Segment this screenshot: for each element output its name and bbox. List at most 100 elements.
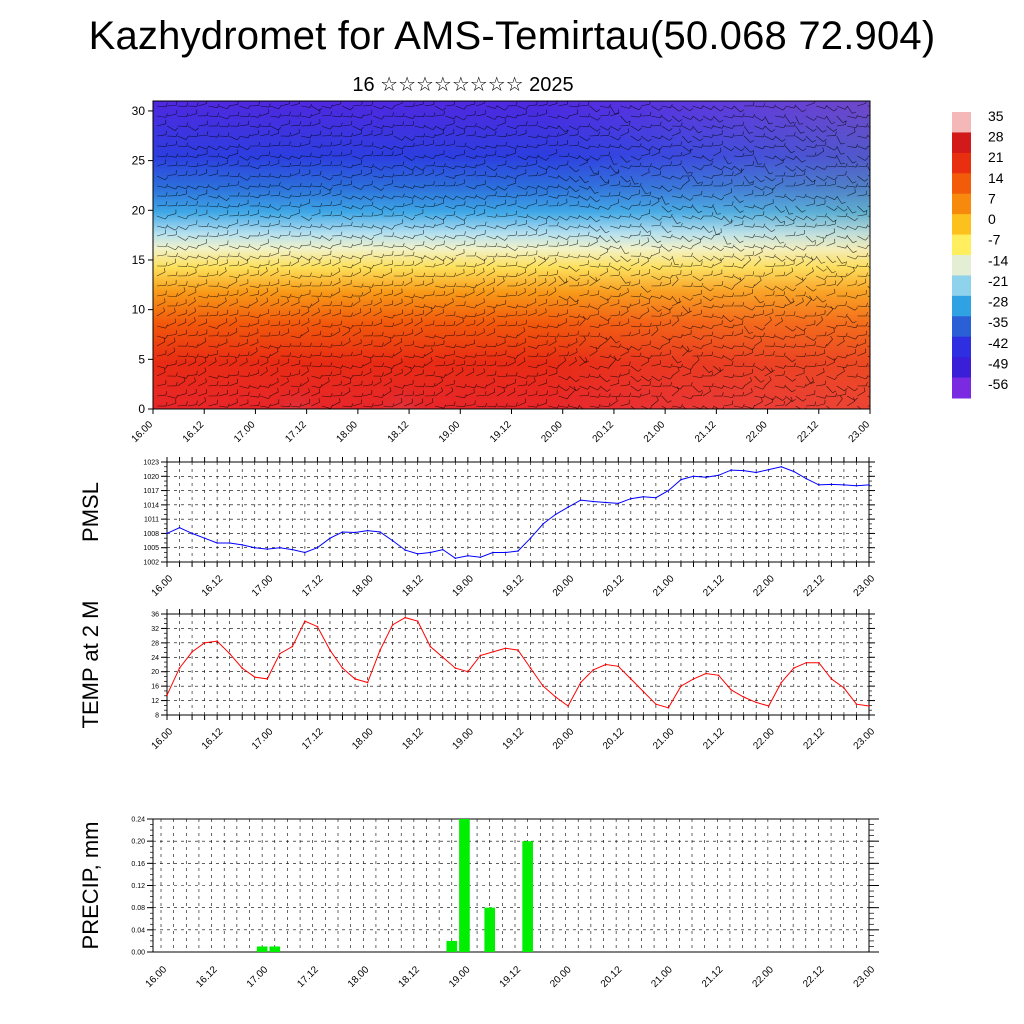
wind-barb [785, 105, 795, 109]
wind-barb-feather [783, 384, 786, 389]
wind-barb-feather [792, 258, 796, 262]
wind-barb [857, 265, 867, 268]
wind-barb-feather [217, 391, 219, 396]
wind-barb-feather [832, 271, 836, 274]
wind-barb-feather [495, 213, 498, 218]
wind-barb [156, 365, 166, 369]
wind-barb-feather [443, 303, 446, 308]
pmsl-point [780, 465, 783, 468]
wind-barb [414, 295, 424, 299]
wind-barb [743, 345, 753, 351]
wind-barb-feather [543, 257, 546, 262]
wind-barb [270, 155, 280, 159]
pmsl-point [868, 484, 870, 486]
wind-barb [373, 232, 382, 237]
wind-barb [640, 311, 649, 317]
wind-barb-feather [165, 364, 168, 369]
wind-barb-feather [320, 384, 323, 388]
wind-barb [713, 215, 722, 220]
wind-barb-feather [824, 276, 828, 280]
wind-barb [836, 245, 846, 249]
wind-barb [723, 295, 733, 297]
wind-barb [517, 265, 527, 269]
wind-barb [167, 295, 177, 298]
wind-barb [599, 265, 609, 267]
wind-barb-feather [730, 319, 734, 322]
wind-barb-feather [649, 231, 652, 236]
wind-barb-feather [577, 281, 580, 286]
wind-barb-feather [299, 334, 302, 339]
wind-barb-feather [732, 331, 734, 336]
wind-barb-feather [587, 385, 591, 390]
wind-barb [301, 330, 309, 337]
wind-barb-feather [534, 277, 537, 283]
wind-barb [774, 105, 784, 111]
wind-barb [620, 145, 629, 151]
wind-barb [229, 345, 239, 347]
wind-barb [857, 102, 867, 107]
wind-barb-feather [813, 117, 817, 121]
wind-barb [836, 365, 846, 369]
wind-barb [764, 145, 774, 149]
wind-barb-feather [392, 250, 394, 255]
wind-barb [857, 365, 867, 368]
wind-barb-feather [515, 311, 518, 316]
wind-barb [754, 155, 759, 165]
wind-barb-feather [422, 254, 426, 259]
wind-barb [496, 115, 506, 119]
wind-barb-feather [196, 132, 199, 137]
wind-barb-feather [752, 204, 756, 209]
wind-barb [465, 243, 475, 247]
wind-barb [280, 103, 290, 107]
wind-barb [640, 260, 649, 267]
wind-barb-feather [299, 183, 302, 187]
wind-barb [589, 165, 595, 175]
wind-barb [311, 155, 321, 159]
x-tick-label: 19.00 [437, 419, 463, 445]
wind-barb [486, 165, 495, 171]
wind-barb-feather [483, 278, 485, 283]
wind-barb-feather [585, 357, 588, 362]
wind-barb [156, 271, 166, 277]
wind-barb [218, 105, 228, 110]
wind-barb-feather [340, 170, 342, 175]
wind-barb [692, 215, 702, 220]
wind-barb-feather [381, 273, 385, 278]
y-tick-label: 15 [132, 253, 146, 267]
wind-barb [527, 345, 537, 349]
wind-barb-feather [669, 375, 673, 380]
wind-barb-feather [771, 398, 774, 403]
wind-barb-feather [835, 273, 838, 277]
wind-barb [785, 335, 795, 339]
y-tick-label: 1020 [143, 474, 159, 481]
wind-barb [507, 314, 517, 317]
wind-barb [404, 115, 413, 119]
wind-barb [558, 360, 567, 367]
wind-barb [836, 385, 845, 392]
wind-barb [435, 195, 444, 199]
wind-barb-feather [339, 278, 341, 283]
wind-barb-feather [217, 331, 219, 336]
wind-barb [754, 125, 763, 130]
wind-barb-feather [423, 363, 426, 368]
wind-barb [404, 155, 413, 161]
wind-barb [589, 385, 598, 391]
wind-barb [847, 375, 857, 378]
wind-barb-feather [711, 193, 714, 198]
wind-barb-feather [762, 394, 766, 398]
wind-barb [816, 384, 826, 387]
wind-barb [362, 225, 372, 229]
wind-barb [692, 225, 702, 230]
wind-barb-feather [618, 343, 622, 348]
wind-barb [393, 214, 403, 217]
wind-barb-feather [577, 141, 580, 146]
wind-barb [342, 235, 352, 239]
wind-barb-feather [750, 150, 755, 153]
wind-barb [857, 145, 866, 150]
wind-barb [496, 275, 506, 278]
x-tick-label: 22.12 [795, 419, 821, 445]
wind-barb [568, 125, 578, 131]
wind-barb-feather [804, 223, 807, 227]
wind-barb [424, 235, 433, 241]
wind-barb-feather [732, 374, 735, 378]
